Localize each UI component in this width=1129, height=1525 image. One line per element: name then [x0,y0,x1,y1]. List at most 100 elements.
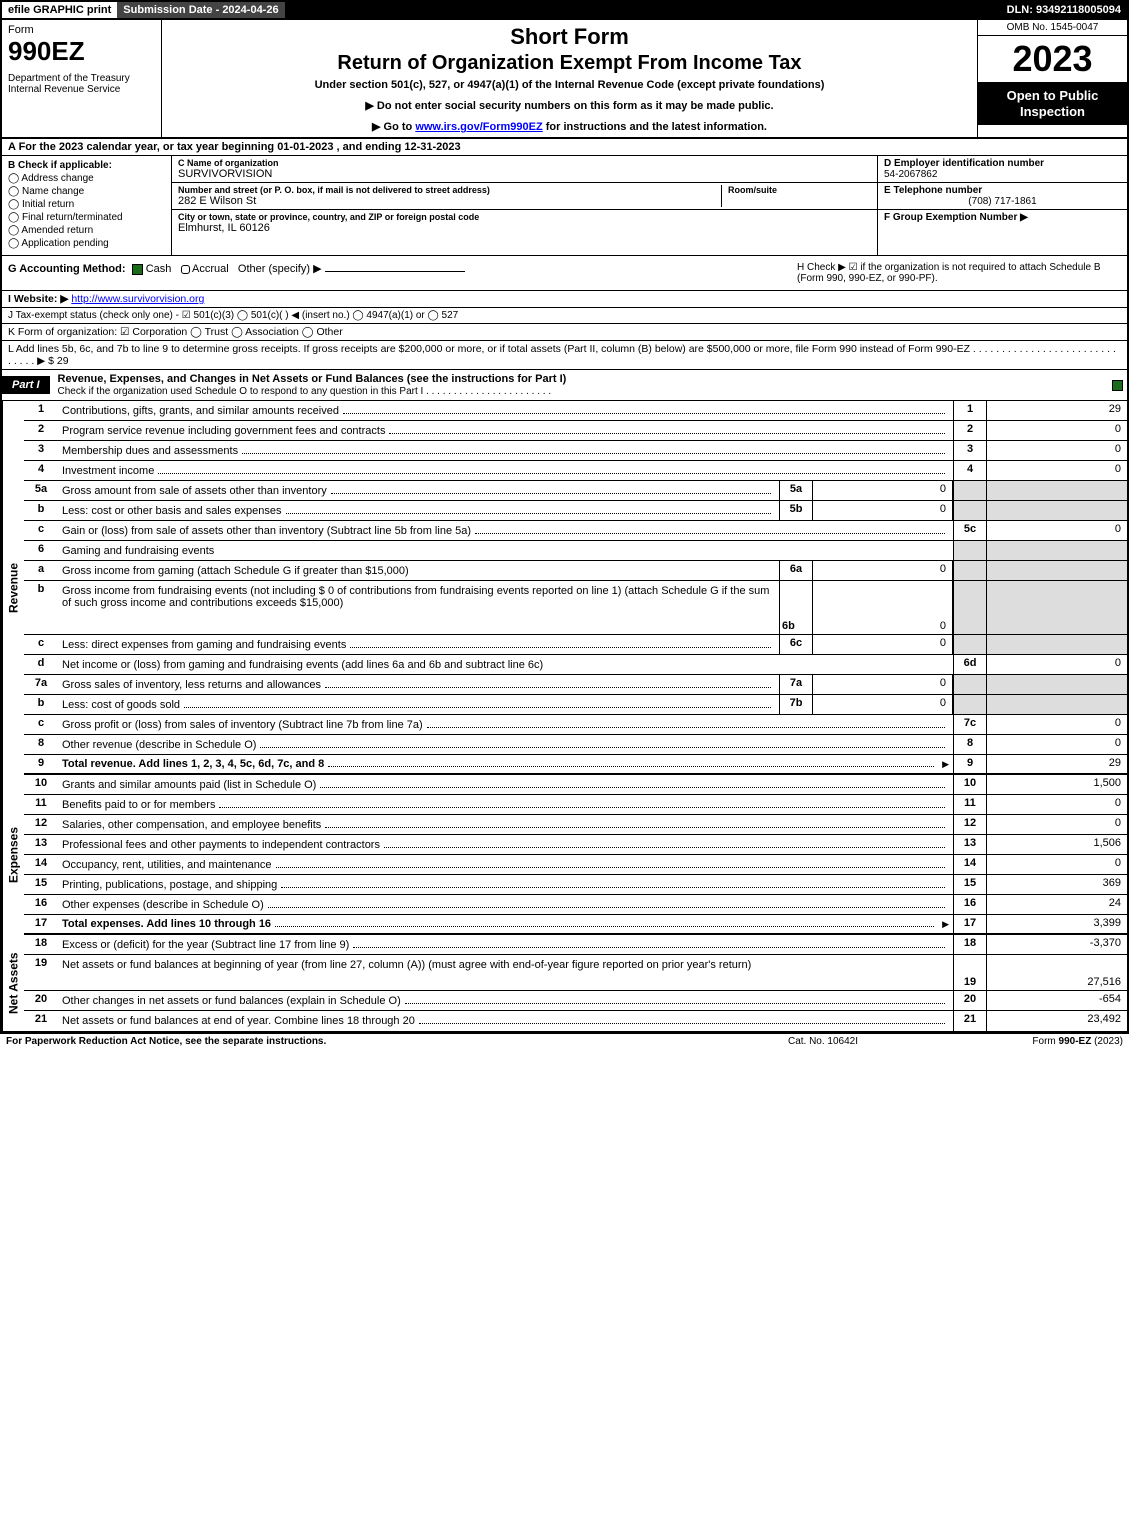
opt-initial-return[interactable]: ◯ Initial return [8,199,165,210]
arrow-icon [938,758,949,770]
l5b-desc: Less: cost or other basis and sales expe… [62,505,282,517]
opt-name-change-label: Name change [22,186,84,197]
address: 282 E Wilson St [178,195,721,207]
l7a-sn: 7a [779,675,813,694]
city-label: City or town, state or province, country… [178,212,871,222]
l6-desc: Gaming and fundraising events [62,545,214,557]
org-name-label: C Name of organization [178,158,871,168]
line-13: 13 Professional fees and other payments … [24,835,1127,855]
l14-num: 14 [24,855,58,874]
g-other-input[interactable] [325,271,465,272]
l3-rn: 3 [953,441,987,460]
website-link[interactable]: http://www.survivorvision.org [71,293,204,305]
l6d-desc: Net income or (loss) from gaming and fun… [62,659,543,671]
row-city: City or town, state or province, country… [172,210,877,236]
l15-num: 15 [24,875,58,894]
l5a-num: 5a [24,481,58,500]
l6a-num: a [24,561,58,580]
l20-rn: 20 [953,991,987,1010]
tel: (708) 717-1861 [884,196,1121,207]
opt-name-change[interactable]: ◯ Name change [8,186,165,197]
l4-rv: 0 [987,461,1127,480]
row-group-exemption: F Group Exemption Number ▶ [878,210,1127,225]
l3-num: 3 [24,441,58,460]
ein-label: D Employer identification number [884,158,1121,169]
line-3: 3 Membership dues and assessments 3 0 [24,441,1127,461]
line-6c: c Less: direct expenses from gaming and … [24,635,1127,655]
g-label: G Accounting Method: [8,263,126,275]
l20-num: 20 [24,991,58,1010]
l11-rn: 11 [953,795,987,814]
city: Elmhurst, IL 60126 [178,222,871,234]
net-assets-block: Net Assets 18 Excess or (deficit) for th… [0,935,1129,1033]
l6b-rn-grey [953,581,987,634]
l6b-rv-grey [987,581,1127,634]
l7c-rv: 0 [987,715,1127,734]
footer-right: Form 990-EZ (2023) [923,1036,1123,1047]
l5c-desc: Gain or (loss) from sale of assets other… [62,525,471,537]
l15-rv: 369 [987,875,1127,894]
part-i-checkbox[interactable] [1107,379,1127,391]
line-6a: a Gross income from gaming (attach Sched… [24,561,1127,581]
opt-final-return[interactable]: ◯ Final return/terminated [8,212,165,223]
l10-rn: 10 [953,775,987,794]
l5c-rn: 5c [953,521,987,540]
row-org-name: C Name of organization SURVIVORVISION [172,156,877,183]
l1-rn: 1 [953,401,987,420]
header-right: OMB No. 1545-0047 2023 Open to Public In… [977,20,1127,137]
l19-rn: 19 [953,955,987,990]
l6c-sv: 0 [813,635,953,654]
line-9: 9 Total revenue. Add lines 1, 2, 3, 4, 5… [24,755,1127,775]
footer-left: For Paperwork Reduction Act Notice, see … [6,1036,723,1047]
opt-address-change[interactable]: ◯ Address change [8,173,165,184]
l5b-num: b [24,501,58,520]
l6b-sn: 6b [779,581,813,634]
l1-num: 1 [24,401,58,420]
line-19: 19 Net assets or fund balances at beginn… [24,955,1127,991]
l6c-rn-grey [953,635,987,654]
line-14: 14 Occupancy, rent, utilities, and maint… [24,855,1127,875]
irs-link[interactable]: www.irs.gov/Form990EZ [415,121,542,133]
l19-num: 19 [24,955,58,990]
l6d-num: d [24,655,58,674]
l8-rn: 8 [953,735,987,754]
l5a-rn-grey [953,481,987,500]
group-exemption-label: F Group Exemption Number ▶ [884,212,1121,223]
l13-rv: 1,506 [987,835,1127,854]
i-label: I Website: ▶ [8,293,68,305]
header-center: Short Form Return of Organization Exempt… [162,20,977,137]
l21-num: 21 [24,1011,58,1031]
l12-rn: 12 [953,815,987,834]
row-k: K Form of organization: ☑ Corporation ◯ … [0,324,1129,341]
l6-rv-grey [987,541,1127,560]
l7c-rn: 7c [953,715,987,734]
page-footer: For Paperwork Reduction Act Notice, see … [0,1033,1129,1049]
top-bar: efile GRAPHIC print Submission Date - 20… [0,0,1129,20]
l14-desc: Occupancy, rent, utilities, and maintena… [62,859,272,871]
submission-date: Submission Date - 2024-04-26 [117,2,284,18]
checkbox-cash[interactable] [132,264,143,275]
line-15: 15 Printing, publications, postage, and … [24,875,1127,895]
l12-rv: 0 [987,815,1127,834]
l9-desc: Total revenue. Add lines 1, 2, 3, 4, 5c,… [62,758,324,770]
l6c-sn: 6c [779,635,813,654]
col-c: C Name of organization SURVIVORVISION Nu… [172,156,877,255]
line-5b: b Less: cost or other basis and sales ex… [24,501,1127,521]
l17-num: 17 [24,915,58,933]
form-number: 990EZ [8,36,155,67]
l5a-desc: Gross amount from sale of assets other t… [62,485,327,497]
l18-num: 18 [24,935,58,954]
l4-desc: Investment income [62,465,154,477]
line-20: 20 Other changes in net assets or fund b… [24,991,1127,1011]
l6c-num: c [24,635,58,654]
opt-application-pending[interactable]: ◯ Application pending [8,238,165,249]
l3-desc: Membership dues and assessments [62,445,238,457]
l18-rv: -3,370 [987,935,1127,954]
col-b-label: B Check if applicable: [8,160,112,171]
l7a-num: 7a [24,675,58,694]
opt-amended-return[interactable]: ◯ Amended return [8,225,165,236]
dln-label: DLN: 93492118005094 [1001,2,1127,18]
efile-label: efile GRAPHIC print [2,2,117,18]
l10-desc: Grants and similar amounts paid (list in… [62,779,316,791]
checkbox-accrual[interactable] [181,265,190,274]
